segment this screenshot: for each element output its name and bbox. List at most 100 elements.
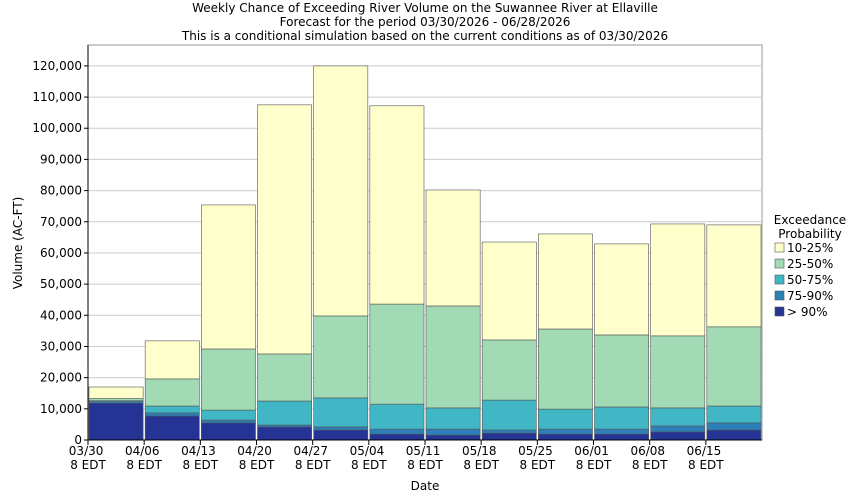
- x-tick-label: 05/11 8 EDT: [406, 444, 444, 472]
- y-tick-label: 60,000: [40, 246, 82, 260]
- plot-area: [87, 44, 763, 441]
- bar-segment: [144, 340, 200, 380]
- bar-segment: [538, 433, 593, 441]
- bar-segment: [706, 405, 762, 424]
- bar-segment: [257, 104, 312, 355]
- bar-segment: [538, 328, 593, 410]
- bar-segment: [201, 204, 256, 350]
- legend-label: 25-50%: [787, 257, 833, 271]
- x-axis-label: Date: [411, 479, 440, 493]
- legend-swatch: [774, 258, 785, 269]
- x-tick-label: 06/15 8 EDT: [687, 444, 725, 472]
- bar-segment: [706, 422, 762, 431]
- bar-segment: [481, 399, 537, 431]
- bar-segment: [88, 402, 144, 441]
- bar-segment: [313, 397, 369, 428]
- y-tick-label: 10,000: [40, 402, 82, 416]
- bar-segment: [88, 386, 144, 399]
- bar-segment: [538, 408, 593, 430]
- bar-segment: [594, 334, 649, 408]
- y-tick-label: 20,000: [40, 371, 82, 385]
- x-tick-label: 04/20 8 EDT: [237, 444, 275, 472]
- chart-note: This is a conditional simulation based o…: [181, 29, 668, 43]
- y-tick-label: 40,000: [40, 308, 82, 322]
- y-tick-label: 100,000: [32, 121, 82, 135]
- bar-segment: [201, 422, 256, 441]
- y-tick-label: 30,000: [40, 339, 82, 353]
- x-tick-label: 03/30 8 EDT: [69, 444, 107, 472]
- bar-segment: [650, 431, 706, 441]
- bar-segment: [369, 303, 425, 405]
- x-tick-label: 05/25 8 EDT: [518, 444, 556, 472]
- bar-segment: [425, 428, 481, 436]
- bar-segment: [481, 339, 537, 401]
- bar-segment: [425, 305, 481, 409]
- legend-label: 50-75%: [787, 273, 833, 287]
- y-tick-label: 50,000: [40, 277, 82, 291]
- legend-swatch: [774, 306, 785, 317]
- bar-segment: [144, 412, 200, 417]
- bar-segment: [425, 189, 481, 307]
- y-axis-label: Volume (AC-FT): [11, 197, 25, 290]
- legend-title: Exceedance: [774, 213, 846, 227]
- bar-segment: [650, 223, 706, 337]
- legend-label: 75-90%: [787, 289, 833, 303]
- bar-segment: [313, 315, 369, 399]
- y-tick-label: 90,000: [40, 152, 82, 166]
- chart-subtitle: Forecast for the period 03/30/2026 - 06/…: [280, 15, 571, 29]
- y-tick-label: 80,000: [40, 184, 82, 198]
- bar-segment: [88, 398, 144, 402]
- bar-segment: [481, 241, 537, 341]
- bar-segment: [650, 425, 706, 433]
- bar-segment: [369, 428, 425, 435]
- bar-segment: [650, 335, 706, 409]
- legend-label: > 90%: [787, 305, 828, 319]
- legend-title: Probability: [778, 227, 841, 241]
- bar-segment: [144, 405, 200, 414]
- x-tick-label: 04/06 8 EDT: [125, 444, 163, 472]
- x-tick-label: 04/13 8 EDT: [181, 444, 219, 472]
- bar-segment: [481, 429, 537, 434]
- y-tick-label: 110,000: [32, 90, 82, 104]
- bar-segment: [538, 428, 593, 435]
- bar-segment: [257, 400, 312, 426]
- legend-swatch: [774, 242, 785, 253]
- x-tick-label: 05/04 8 EDT: [350, 444, 388, 472]
- bar-segment: [706, 326, 762, 407]
- bar-segment: [538, 233, 593, 330]
- chart-title: Weekly Chance of Exceeding River Volume …: [192, 1, 658, 15]
- x-tick-label: 06/08 8 EDT: [630, 444, 668, 472]
- y-tick-label: 70,000: [40, 215, 82, 229]
- bar-segment: [313, 426, 369, 431]
- bar-segment: [706, 429, 762, 441]
- bar-segment: [594, 243, 649, 336]
- bar-segment: [257, 353, 312, 402]
- x-tick-label: 06/01 8 EDT: [574, 444, 612, 472]
- bar-segment: [369, 105, 425, 305]
- bar-segment: [144, 415, 200, 441]
- y-tick-label: 120,000: [32, 59, 82, 73]
- bar-segment: [369, 433, 425, 441]
- bar-segment: [201, 419, 256, 424]
- bar-segment: [201, 409, 256, 421]
- bar-segment: [594, 433, 649, 441]
- bar-segment: [594, 406, 649, 430]
- bar-segment: [594, 428, 649, 435]
- bar-segment: [313, 429, 369, 441]
- legend-label: 10-25%: [787, 241, 833, 255]
- bar-segment: [369, 403, 425, 430]
- bar-segment: [425, 407, 481, 430]
- x-tick-label: 05/18 8 EDT: [462, 444, 500, 472]
- y-tick-label: 0: [74, 433, 82, 447]
- bar-segment: [481, 432, 537, 441]
- bar-segment: [650, 407, 706, 427]
- x-tick-label: 04/27 8 EDT: [293, 444, 331, 472]
- bar-segment: [257, 426, 312, 441]
- legend-swatch: [774, 274, 785, 285]
- bar-segment: [425, 434, 481, 441]
- bar-segment: [706, 224, 762, 328]
- bar-segment: [144, 378, 200, 407]
- legend-swatch: [774, 290, 785, 301]
- bar-segment: [313, 65, 369, 317]
